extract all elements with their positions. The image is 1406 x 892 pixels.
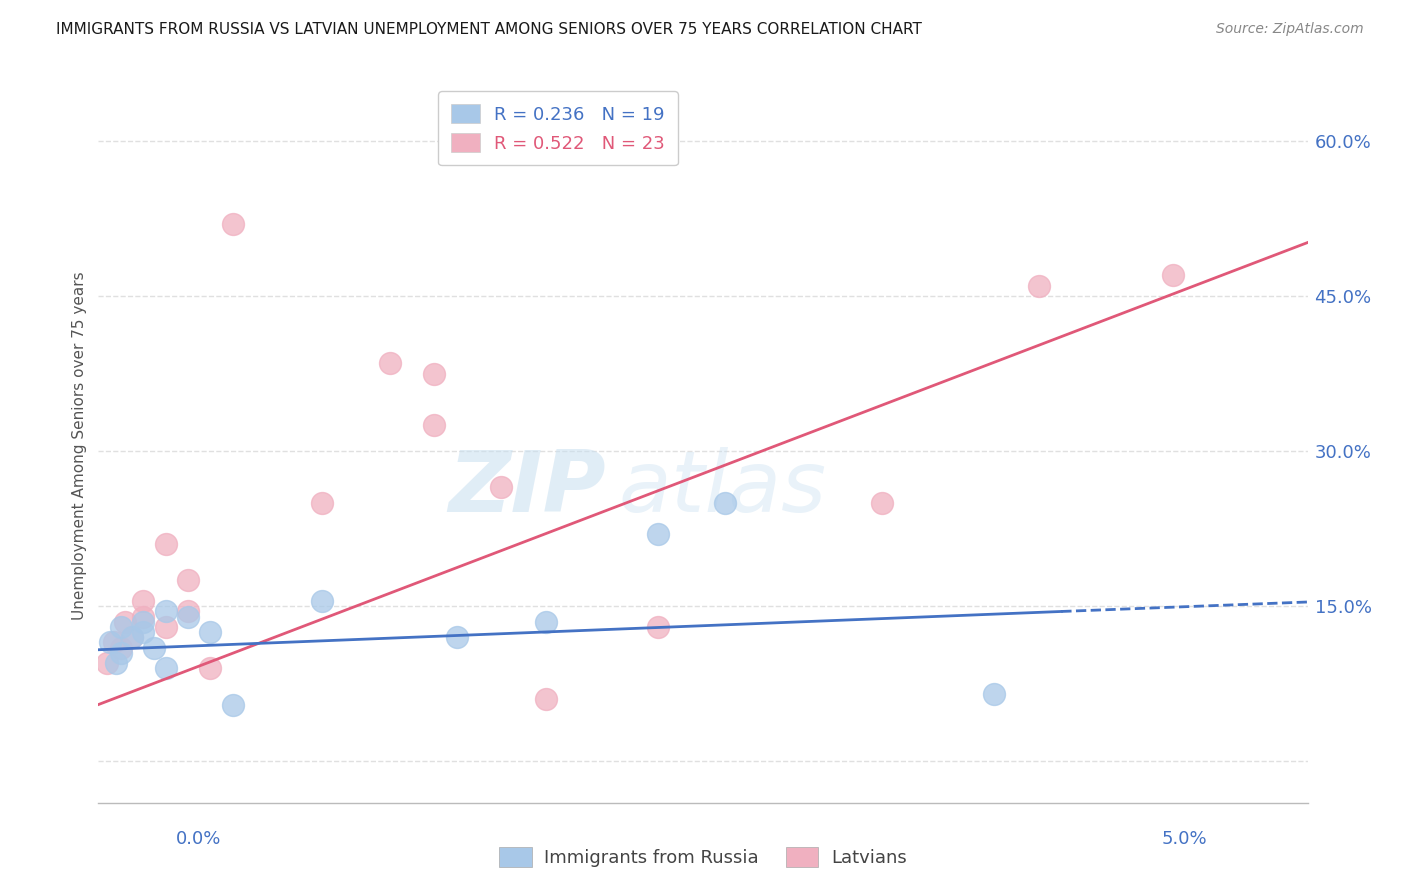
Point xyxy=(132,615,155,629)
Point xyxy=(1028,278,1050,293)
Point xyxy=(446,630,468,644)
Point xyxy=(491,480,513,494)
Point xyxy=(378,356,401,370)
Point xyxy=(647,620,669,634)
Point xyxy=(155,537,177,551)
Point xyxy=(105,656,128,670)
Point xyxy=(311,496,333,510)
Y-axis label: Unemployment Among Seniors over 75 years: Unemployment Among Seniors over 75 years xyxy=(72,272,87,620)
Point xyxy=(132,625,155,640)
Text: 5.0%: 5.0% xyxy=(1161,830,1208,847)
Point xyxy=(114,615,136,629)
Point xyxy=(96,656,118,670)
Point xyxy=(110,646,132,660)
Point xyxy=(200,625,222,640)
Text: IMMIGRANTS FROM RUSSIA VS LATVIAN UNEMPLOYMENT AMONG SENIORS OVER 75 YEARS CORRE: IMMIGRANTS FROM RUSSIA VS LATVIAN UNEMPL… xyxy=(56,22,922,37)
Point xyxy=(714,496,737,510)
Point xyxy=(121,630,143,644)
Point xyxy=(110,640,132,655)
Point xyxy=(177,574,200,588)
Point xyxy=(983,687,1005,701)
Point xyxy=(155,605,177,619)
Point xyxy=(423,367,446,381)
Point xyxy=(870,496,893,510)
Point xyxy=(103,635,125,649)
Point xyxy=(222,217,245,231)
Point xyxy=(536,692,558,706)
Point xyxy=(177,609,200,624)
Point xyxy=(110,620,132,634)
Point xyxy=(155,661,177,675)
Point xyxy=(647,527,669,541)
Text: atlas: atlas xyxy=(619,447,827,531)
Point xyxy=(177,605,200,619)
Text: 0.0%: 0.0% xyxy=(176,830,221,847)
Point xyxy=(132,609,155,624)
Point xyxy=(1161,268,1184,283)
Point xyxy=(423,418,446,433)
Text: ZIP: ZIP xyxy=(449,447,606,531)
Point xyxy=(121,630,143,644)
Point xyxy=(132,594,155,608)
Point xyxy=(98,635,121,649)
Point xyxy=(155,620,177,634)
Point xyxy=(311,594,333,608)
Legend: Immigrants from Russia, Latvians: Immigrants from Russia, Latvians xyxy=(492,839,914,874)
Point xyxy=(222,698,245,712)
Point xyxy=(200,661,222,675)
Point xyxy=(536,615,558,629)
Point xyxy=(143,640,166,655)
Text: Source: ZipAtlas.com: Source: ZipAtlas.com xyxy=(1216,22,1364,37)
Legend: R = 0.236   N = 19, R = 0.522   N = 23: R = 0.236 N = 19, R = 0.522 N = 23 xyxy=(439,91,678,165)
